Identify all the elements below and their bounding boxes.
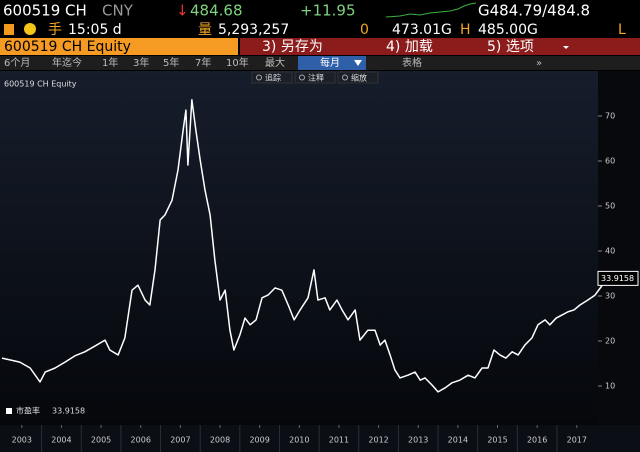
y-tick-label: 60 [605, 157, 615, 166]
last-price: 484.68 [190, 2, 243, 20]
chart-title: 600519 CH Equity [4, 80, 77, 89]
change: +11.95 [300, 2, 356, 20]
tool-button[interactable] [251, 71, 293, 84]
range-tab[interactable]: 年迄今 [52, 56, 82, 69]
currency: CNY [102, 2, 134, 20]
hand-label: 手 [48, 22, 62, 38]
range-tab[interactable]: 10年 [226, 56, 249, 69]
table-tab[interactable]: 表格 [402, 56, 422, 69]
security-bar[interactable] [0, 38, 238, 55]
direction: ↓ [176, 2, 189, 20]
dropdown-arrow [354, 60, 362, 66]
x-tick-label: 2003 [12, 436, 32, 445]
tool-icon [299, 74, 305, 81]
legend-label: 市盈率 [16, 406, 40, 416]
tool-icon [342, 74, 348, 81]
x-tick-label: 2011 [329, 436, 349, 445]
range-tab[interactable]: 5年 [163, 56, 179, 69]
last-value-box [597, 270, 639, 286]
range-tab[interactable]: 7年 [195, 56, 211, 69]
high: 485.00G [478, 22, 538, 38]
range-tab[interactable]: 最大 [265, 56, 285, 69]
x-tick-label: 2012 [368, 436, 388, 445]
action[interactable]: 4) 加载 [386, 39, 433, 55]
ticker: 600519 CH [3, 2, 87, 20]
open: 473.01G [392, 22, 452, 38]
more[interactable]: » [536, 58, 542, 69]
x-axis-area [0, 425, 640, 452]
y-tick-label: 40 [605, 247, 615, 256]
x-tick-label: 2013 [408, 436, 428, 445]
frequency[interactable]: 每月 [320, 56, 340, 69]
legend-swatch [6, 408, 12, 414]
x-tick-label: 2007 [170, 436, 190, 445]
low-label: L [618, 22, 626, 38]
volume-label: 量 [198, 22, 212, 38]
x-tick-label: 2017 [567, 436, 587, 445]
plot-area [0, 71, 598, 425]
last-value-label: 33.9158 [601, 274, 634, 283]
x-tick-label: 2010 [289, 436, 309, 445]
range-tab[interactable]: 6个月 [4, 57, 30, 69]
legend-value: 33.9158 [52, 407, 85, 416]
high-label: H [460, 22, 471, 38]
action-bar [240, 38, 640, 55]
zero: 0 [360, 22, 369, 38]
frequency-button[interactable] [298, 56, 366, 70]
x-tick-label: 2016 [527, 436, 547, 445]
action[interactable]: 3) 另存为 [262, 39, 323, 55]
y-tick-label: 70 [605, 112, 615, 121]
x-tick-label: 2009 [249, 436, 269, 445]
tool-button[interactable] [294, 71, 336, 84]
y-tick-label: 10 [605, 382, 615, 391]
x-tick-label: 2008 [210, 436, 230, 445]
x-tick-label: 2006 [131, 436, 151, 445]
action[interactable]: 5) 选项 [487, 39, 534, 55]
bid-ask: G484.79/484.8 [478, 2, 590, 20]
y-tick-label: 30 [605, 292, 615, 301]
time: 15:05 d [68, 22, 122, 38]
info-icon[interactable] [24, 23, 36, 35]
pe-line [1, 99, 608, 393]
tool-button[interactable] [337, 71, 379, 84]
sparkline [385, 2, 477, 18]
tool-icon [256, 74, 262, 81]
x-tick-label: 2005 [91, 436, 111, 445]
y-tick-label: 50 [605, 202, 615, 211]
dropdown-arrow [563, 46, 569, 49]
signal-icon[interactable] [4, 24, 14, 35]
x-tick-label: 2014 [448, 436, 468, 445]
volume: 5,293,257 [218, 22, 289, 38]
y-axis-area [598, 71, 640, 425]
range-tab[interactable]: 3年 [133, 56, 149, 69]
tool-label[interactable]: 追踪 [265, 73, 281, 83]
x-tick-label: 2004 [51, 436, 71, 445]
tool-label[interactable]: 缩放 [351, 73, 367, 83]
range-tab[interactable]: 1年 [102, 56, 118, 69]
y-tick-label: 20 [605, 337, 615, 346]
security[interactable]: 600519 CH Equity [4, 39, 131, 55]
x-tick-label: 2015 [487, 436, 507, 445]
tool-label[interactable]: 注释 [308, 73, 324, 83]
